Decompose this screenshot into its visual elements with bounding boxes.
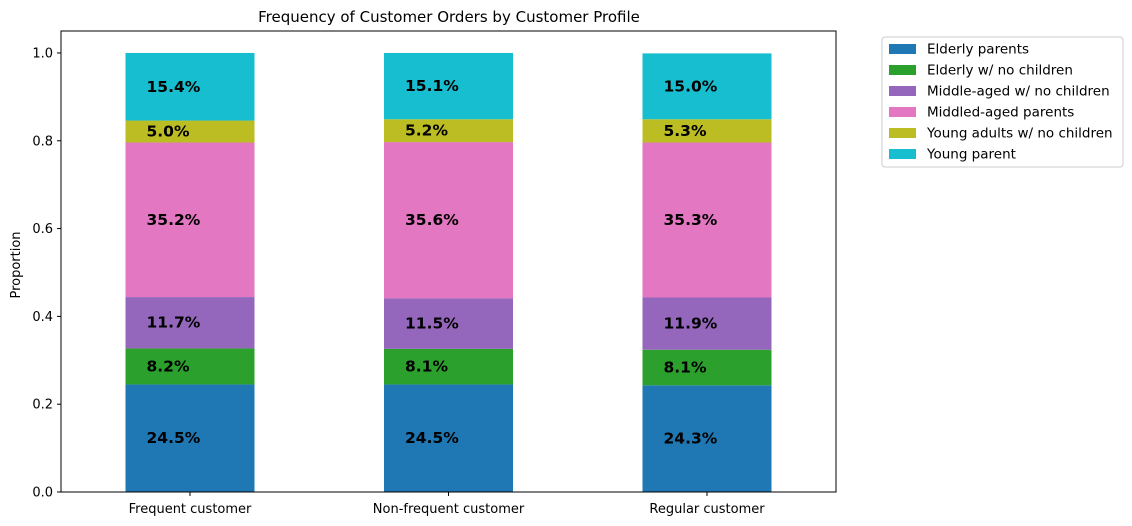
bar-value-label: 5.3%	[664, 122, 707, 140]
x-tick-label: Non-frequent customer	[373, 502, 525, 517]
bar-value-label: 11.7%	[147, 314, 201, 332]
legend-entry-label: Middle-aged w/ no children	[927, 84, 1110, 100]
chart-title: Frequency of Customer Orders by Customer…	[258, 8, 640, 26]
bar-segment	[125, 384, 255, 492]
bar-segment	[125, 348, 255, 385]
bar-value-label: 11.5%	[405, 315, 459, 333]
bar-segment	[125, 52, 255, 121]
y-axis: 0.0 0.2 0.4 0.6 0.8 1.0	[32, 46, 61, 501]
legend-entry-label: Elderly w/ no children	[927, 63, 1073, 79]
bar-segment	[642, 53, 772, 120]
bar-segment	[125, 142, 255, 298]
bar-segment	[384, 142, 513, 299]
bar-value-label: 35.3%	[664, 211, 718, 229]
y-tick-label: 1.0	[32, 46, 53, 61]
bar-value-label: 8.2%	[147, 357, 190, 375]
legend-frame	[881, 36, 1124, 168]
bar-value-label: 11.9%	[664, 315, 718, 333]
bar-value-label: 35.6%	[405, 211, 459, 229]
bar-segment	[384, 384, 513, 492]
bar-segment	[384, 119, 513, 143]
bar-segment	[384, 52, 513, 120]
legend-swatch	[889, 44, 916, 54]
bar-value-label: 8.1%	[664, 359, 707, 377]
bar-value-label: 15.0%	[664, 77, 718, 95]
bar-segment	[642, 142, 772, 298]
y-tick-label: 0.0	[32, 486, 53, 501]
legend-swatch	[889, 86, 916, 96]
legend-entry-label: Young adults w/ no children	[926, 126, 1113, 142]
y-axis-label: Proportion	[9, 231, 24, 298]
legend: Elderly parents Elderly w/ no children Mid…	[881, 36, 1124, 168]
legend-swatch	[889, 149, 916, 159]
bar-segment	[642, 349, 772, 386]
legend-swatch	[889, 107, 916, 117]
bar-value-label: 24.5%	[147, 429, 201, 447]
bar-value-label: 5.0%	[147, 123, 190, 141]
bar-value-label: 8.1%	[405, 358, 448, 376]
bar-segment	[125, 297, 255, 349]
bar-segment	[384, 298, 513, 349]
y-tick-label: 0.4	[32, 310, 53, 325]
legend-entry-label: Middled-aged parents	[927, 105, 1074, 121]
bar-segment	[125, 120, 255, 143]
x-axis: Frequent customer Non-frequent customer Re…	[129, 492, 765, 517]
y-tick-label: 0.6	[32, 222, 53, 237]
x-tick-label: Regular customer	[649, 502, 765, 517]
legend-swatch	[889, 128, 916, 138]
x-tick-label: Frequent customer	[129, 502, 252, 517]
bar-value-label: 24.5%	[405, 429, 459, 447]
bar-value-label: 35.2%	[147, 211, 201, 229]
bar-value-label: 5.2%	[405, 122, 448, 140]
legend-entry-label: Young parent	[926, 147, 1016, 163]
bar-value-label: 15.1%	[405, 77, 459, 95]
bars-group	[125, 52, 772, 492]
bar-segment	[384, 348, 513, 385]
bar-value-label: 15.4%	[147, 78, 201, 96]
bar-segment	[642, 297, 772, 350]
bar-labels-group: 24.5% 8.2% 11.7% 35.2% 5.0% 15.4% 24.5% 8.1% 11.…	[147, 77, 718, 448]
legend-entry-label: Elderly parents	[927, 42, 1029, 58]
bar-segment	[642, 119, 772, 143]
bar-segment	[642, 385, 772, 492]
bar-value-label: 24.3%	[664, 430, 718, 448]
legend-swatch	[889, 65, 916, 75]
y-tick-label: 0.8	[32, 134, 53, 149]
y-tick-label: 0.2	[32, 398, 53, 413]
